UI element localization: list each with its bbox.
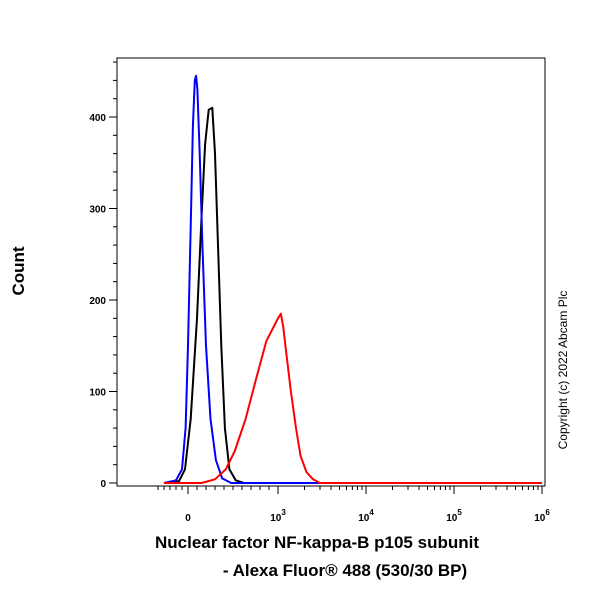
x-axis-title-line2: - Alexa Fluor® 488 (530/30 BP) [223,561,467,580]
y-tick-label: 200 [89,296,106,307]
x-axis-title-line1: Nuclear factor NF-kappa-B p105 subunit [155,533,479,552]
y-axis-title: Count [9,246,28,295]
plot-frame [116,57,546,487]
x-tick-label: 105 [446,508,462,524]
series-red-nfkb-p105-alexa488 [164,312,542,484]
series-layer [163,74,542,484]
y-axis: 0 100 200 300 400 [89,61,117,490]
x-axis: 0 103 104 105 106 [157,486,550,524]
y-tick-label: 100 [89,388,106,399]
series-black-unlabelled-control [163,106,542,484]
copyright-text: Copyright (c) 2022 Abcam Plc [556,291,570,450]
x-tick-label: 103 [270,508,286,524]
y-tick-label: 0 [100,479,106,490]
y-tick-label: 400 [89,113,106,124]
x-tick-label: 106 [534,508,550,524]
x-tick-label: 0 [185,513,191,524]
y-tick-label: 300 [89,205,106,216]
series-blue-isotype-control [163,74,542,484]
x-tick-label: 104 [358,508,374,524]
